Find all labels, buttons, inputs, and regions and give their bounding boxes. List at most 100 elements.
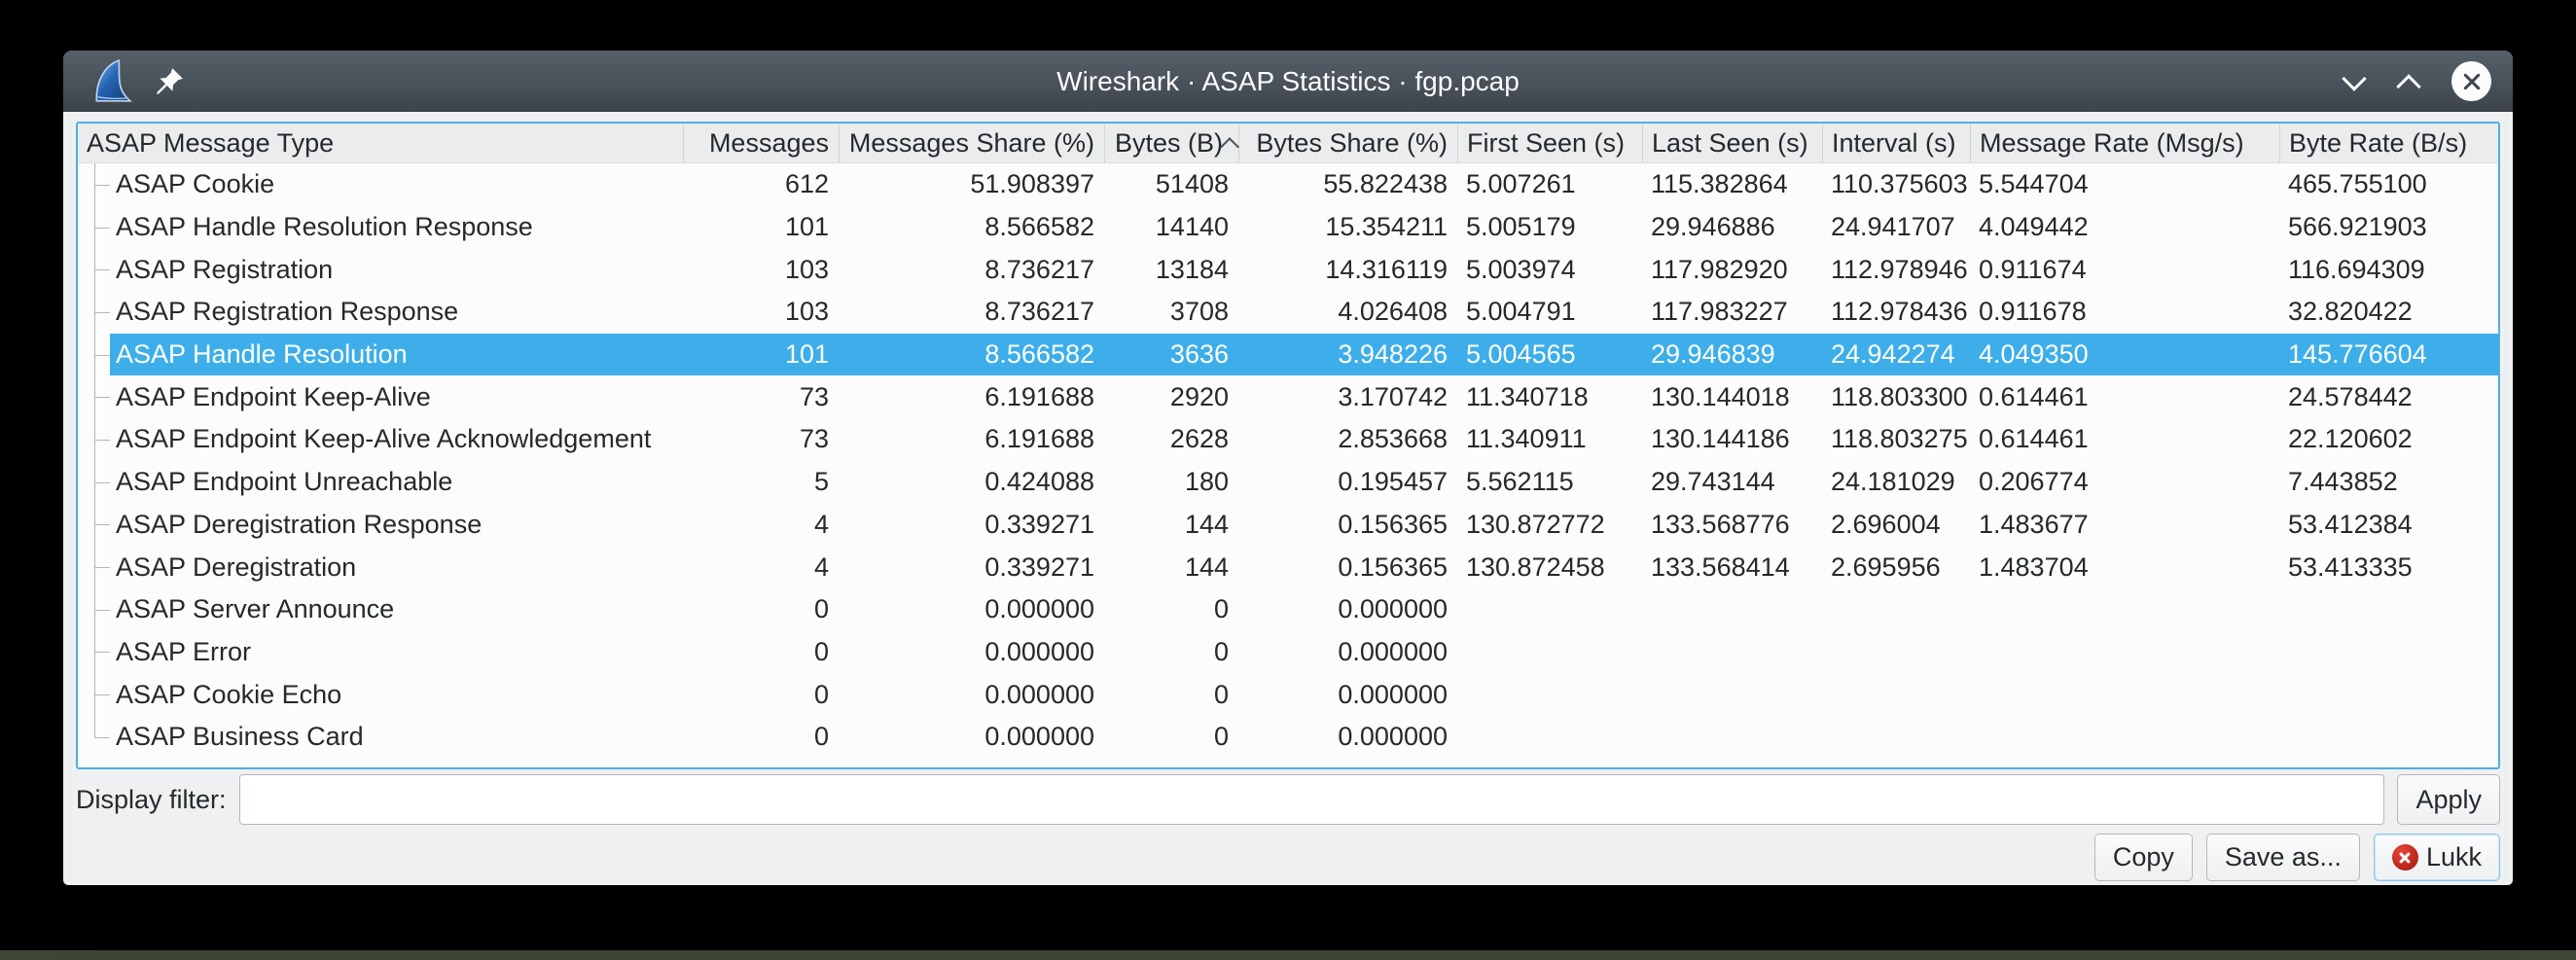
value-cell: 5.004791 (1466, 297, 1576, 327)
message-type-cell: ASAP Handle Resolution Response (116, 212, 533, 242)
column-header-label: Bytes (B) (1115, 127, 1224, 158)
column-header-label: Bytes Share (%) (1256, 127, 1448, 158)
column-header-message-rate-msg-s[interactable]: Message Rate (Msg/s) (1971, 124, 2280, 162)
titlebar[interactable]: Wireshark · ASAP Statistics · fgp.pcap (63, 51, 2513, 112)
column-header-label: Messages Share (%) (848, 127, 1094, 158)
copy-button[interactable]: Copy (2093, 834, 2193, 881)
column-header-asap-message-type[interactable]: ASAP Message Type (78, 124, 684, 162)
tree-branch-lines (78, 418, 110, 461)
value-cell: 0.156365 (1338, 509, 1448, 539)
value-cell: 14140 (1155, 212, 1229, 242)
close-dialog-label: Lukk (2425, 842, 2482, 871)
value-cell: 8.566582 (984, 212, 1094, 242)
display-filter-row: Display filter: Apply (76, 773, 2500, 826)
value-cell: 117.982920 (1651, 254, 1788, 284)
table-row[interactable]: ASAP Handle Resolution Response 101 8.5665… (78, 205, 2498, 249)
value-cell: 0.000000 (1338, 679, 1448, 709)
value-cell: 22.120602 (2288, 424, 2413, 454)
tree-branch-lines (78, 503, 110, 547)
window-close-icon[interactable] (2451, 61, 2491, 101)
value-cell: 4.026408 (1338, 297, 1448, 327)
maximize-icon[interactable] (2397, 69, 2422, 94)
value-cell: 2.853668 (1338, 424, 1448, 454)
value-cell: 5.544704 (1979, 169, 2089, 199)
value-cell: 130.144186 (1651, 424, 1790, 454)
value-cell: 0.614461 (1979, 381, 2089, 411)
table-row[interactable]: ASAP Endpoint Unreachable 5 0.424088 180 0.1… (78, 460, 2498, 504)
value-cell: 101 (784, 212, 829, 242)
value-cell: 5.007261 (1466, 169, 1576, 199)
table-row[interactable]: ASAP Server Announce 0 0.000000 0 0.000000 (78, 587, 2498, 631)
value-cell: 0.195457 (1338, 467, 1448, 497)
value-cell: 5.005179 (1466, 212, 1576, 242)
value-cell: 0 (813, 594, 829, 624)
table-row[interactable]: ASAP Registration Response 103 8.736217 370… (78, 291, 2498, 334)
pin-icon[interactable] (153, 65, 186, 98)
value-cell: 3.948226 (1338, 339, 1448, 370)
column-header-first-seen-s[interactable]: First Seen (s) (1458, 124, 1643, 162)
display-filter-input[interactable] (238, 774, 2385, 825)
value-cell: 5.004565 (1466, 339, 1576, 370)
message-type-cell: ASAP Business Card (116, 722, 364, 752)
close-dialog-button[interactable]: Lukk (2373, 834, 2500, 881)
column-header-label: Byte Rate (B/s) (2289, 127, 2468, 158)
column-header-messages[interactable]: Messages (684, 124, 840, 162)
value-cell: 0 (1213, 594, 1229, 624)
dialog-actions-row: Copy Save as... Lukk (2093, 834, 2500, 881)
apply-button[interactable]: Apply (2397, 774, 2500, 825)
value-cell: 118.803300 (1831, 381, 1968, 411)
message-type-cell: ASAP Server Announce (116, 594, 395, 624)
column-header-last-seen-s[interactable]: Last Seen (s) (1643, 124, 1823, 162)
value-cell: 2920 (1169, 381, 1229, 411)
wireshark-asap-statistics-window: Wireshark · ASAP Statistics · fgp.pcap A… (63, 51, 2513, 885)
value-cell: 0.000000 (984, 722, 1094, 752)
column-header-label: ASAP Message Type (87, 127, 335, 158)
table-row[interactable]: ASAP Cookie Echo 0 0.000000 0 0.000000 (78, 673, 2498, 716)
table-row[interactable]: ASAP Cookie 612 51.908397 51408 55.822438 5.0… (78, 163, 2498, 206)
tree-branch-lines (78, 248, 110, 291)
value-cell: 130.144018 (1651, 381, 1790, 411)
column-header-bytes-share[interactable]: Bytes Share (%) (1239, 124, 1458, 162)
value-cell: 73 (799, 424, 829, 454)
value-cell: 0.000000 (984, 679, 1094, 709)
table-row[interactable]: ASAP Deregistration 4 0.339271 144 0.156365 1… (78, 546, 2498, 588)
tree-branch-lines (78, 673, 110, 716)
column-header-interval-s[interactable]: Interval (s) (1823, 124, 1971, 162)
value-cell: 0 (1213, 636, 1229, 666)
value-cell: 6.191688 (984, 381, 1094, 411)
value-cell: 51.908397 (970, 169, 1094, 199)
column-header-messages-share[interactable]: Messages Share (%) (840, 124, 1105, 162)
table-row[interactable]: ASAP Endpoint Keep-Alive 73 6.191688 2920 3.… (78, 375, 2498, 418)
desktop-edge-strip (0, 950, 2576, 960)
value-cell: 110.375603 (1831, 169, 1968, 199)
value-cell: 115.382864 (1651, 169, 1788, 199)
value-cell: 11.340911 (1466, 424, 1587, 454)
table-row[interactable]: ASAP Handle Resolution 101 8.566582 3636 3.9… (78, 333, 2498, 376)
save-as-button[interactable]: Save as... (2205, 834, 2360, 881)
table-row[interactable]: ASAP Deregistration Response 4 0.339271 144… (78, 503, 2498, 547)
table-row[interactable]: ASAP Error 0 0.000000 0 0.000000 (78, 630, 2498, 674)
value-cell: 6.191688 (984, 424, 1094, 454)
value-cell: 0.000000 (984, 636, 1094, 666)
table-row[interactable]: ASAP Registration 103 8.736217 13184 14.3161… (78, 248, 2498, 291)
tree-branch-lines (78, 630, 110, 674)
value-cell: 14.316119 (1325, 254, 1448, 284)
tree-branch-lines (78, 163, 110, 206)
tree-branch-lines (78, 587, 110, 631)
column-header-byte-rate-b-s[interactable]: Byte Rate (B/s) (2280, 124, 2498, 162)
value-cell: 0.911678 (1979, 297, 2087, 327)
value-cell: 130.872458 (1466, 551, 1605, 582)
value-cell: 32.820422 (2288, 297, 2413, 327)
wireshark-logo-icon (95, 58, 132, 102)
table-row[interactable]: ASAP Endpoint Keep-Alive Acknowledgement… (78, 418, 2498, 461)
table-row[interactable]: ASAP Business Card 0 0.000000 0 0.000000 (78, 715, 2498, 759)
message-type-cell: ASAP Error (116, 636, 252, 666)
value-cell: 1.483704 (1979, 551, 2089, 582)
message-type-cell: ASAP Endpoint Keep-Alive Acknowledgement (116, 424, 652, 454)
message-type-cell: ASAP Deregistration Response (116, 509, 483, 539)
column-header-label: First Seen (s) (1467, 127, 1626, 158)
message-type-cell: ASAP Registration Response (116, 297, 459, 327)
minimize-icon[interactable] (2343, 69, 2368, 94)
column-header-bytes-b[interactable]: Bytes (B) (1105, 124, 1239, 162)
value-cell: 24.942274 (1831, 339, 1955, 370)
